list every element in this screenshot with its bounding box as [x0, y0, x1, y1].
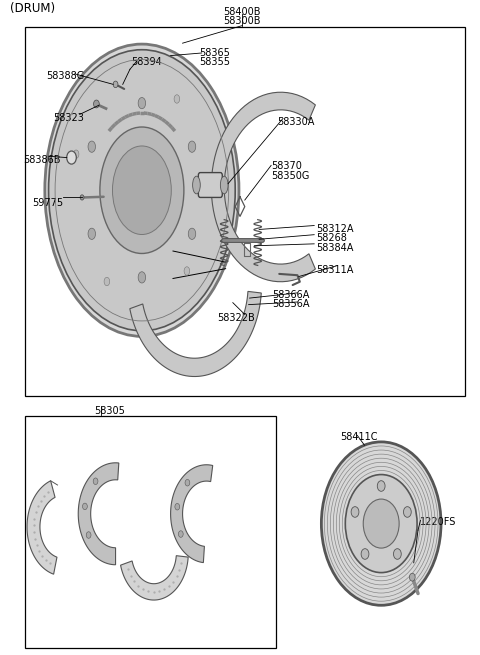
Bar — [24, 416, 276, 648]
Text: 58400B: 58400B — [224, 7, 261, 17]
Ellipse shape — [174, 95, 180, 103]
Ellipse shape — [138, 98, 145, 109]
Text: 58386B: 58386B — [24, 155, 61, 165]
Ellipse shape — [73, 150, 79, 159]
Polygon shape — [78, 463, 119, 565]
Text: 58384A: 58384A — [317, 242, 354, 253]
Circle shape — [113, 81, 118, 88]
Circle shape — [185, 479, 190, 486]
Text: 58312A: 58312A — [317, 224, 354, 234]
Circle shape — [351, 507, 359, 517]
Circle shape — [322, 442, 441, 605]
Circle shape — [83, 503, 87, 510]
Ellipse shape — [138, 272, 145, 283]
Text: 58305: 58305 — [94, 406, 125, 416]
Text: 58365: 58365 — [199, 48, 230, 58]
Ellipse shape — [45, 44, 239, 337]
Circle shape — [80, 195, 84, 200]
Polygon shape — [120, 555, 188, 600]
Text: 58356A: 58356A — [273, 299, 310, 309]
Circle shape — [94, 100, 99, 108]
Polygon shape — [130, 291, 261, 377]
Circle shape — [86, 532, 91, 538]
Text: 58388G: 58388G — [46, 71, 84, 81]
Text: 58322B: 58322B — [217, 313, 255, 323]
Text: 58366A: 58366A — [273, 290, 310, 299]
Ellipse shape — [88, 141, 96, 153]
Ellipse shape — [112, 146, 171, 234]
Text: 58394: 58394 — [131, 57, 162, 67]
Text: 58323: 58323 — [53, 113, 84, 123]
Circle shape — [67, 151, 76, 164]
Circle shape — [179, 531, 183, 537]
Text: 59775: 59775 — [32, 198, 63, 208]
Text: 58268: 58268 — [317, 233, 348, 244]
Polygon shape — [170, 465, 213, 563]
Ellipse shape — [192, 176, 200, 194]
Text: 1220FS: 1220FS — [420, 517, 457, 527]
Text: 58355: 58355 — [199, 57, 230, 67]
Ellipse shape — [104, 277, 110, 286]
Text: 58411C: 58411C — [340, 432, 378, 442]
Circle shape — [93, 478, 98, 485]
Ellipse shape — [184, 267, 190, 275]
Text: 58350G: 58350G — [271, 171, 310, 181]
Polygon shape — [211, 92, 315, 282]
Text: 58330A: 58330A — [277, 117, 315, 127]
Ellipse shape — [48, 50, 235, 331]
Text: 58370: 58370 — [271, 162, 302, 172]
Bar — [24, 27, 465, 396]
Circle shape — [363, 499, 399, 548]
Circle shape — [409, 573, 415, 581]
Circle shape — [394, 549, 401, 559]
Circle shape — [345, 475, 417, 572]
Text: 58300B: 58300B — [224, 16, 261, 26]
Circle shape — [361, 549, 369, 559]
Ellipse shape — [188, 228, 196, 240]
FancyBboxPatch shape — [198, 173, 222, 197]
Ellipse shape — [88, 228, 96, 240]
Ellipse shape — [220, 176, 228, 194]
Circle shape — [404, 507, 411, 517]
Polygon shape — [27, 481, 57, 574]
Text: 58311A: 58311A — [317, 265, 354, 274]
Text: (DRUM): (DRUM) — [10, 2, 55, 15]
Ellipse shape — [188, 141, 196, 153]
Circle shape — [377, 481, 385, 491]
Circle shape — [175, 504, 180, 510]
Ellipse shape — [100, 127, 184, 253]
